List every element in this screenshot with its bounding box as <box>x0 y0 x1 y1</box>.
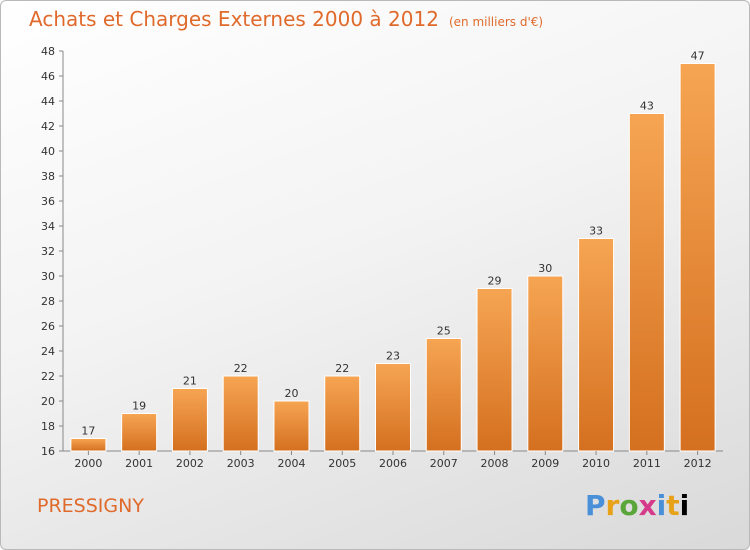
bar-2007 <box>425 338 462 452</box>
y-tick-label: 22 <box>41 370 55 383</box>
y-tick-label: 44 <box>41 95 55 108</box>
x-tick-label-2012: 2012 <box>684 457 712 470</box>
y-tick-label: 20 <box>41 395 55 408</box>
proxiti-logo: Proxiti <box>585 489 690 522</box>
x-tick-label-2006: 2006 <box>379 457 407 470</box>
x-tick-label-2003: 2003 <box>227 457 255 470</box>
bar-2001 <box>121 413 158 452</box>
y-tick-label: 48 <box>41 45 55 58</box>
chart-title: Achats et Charges Externes 2000 à 2012 (e… <box>29 7 543 31</box>
y-tick-label: 38 <box>41 170 55 183</box>
x-tick-label-2004: 2004 <box>277 457 305 470</box>
y-tick-label: 18 <box>41 420 55 433</box>
value-label-2004: 20 <box>284 387 298 400</box>
x-tick-label-2005: 2005 <box>328 457 356 470</box>
x-tick-label-2002: 2002 <box>176 457 204 470</box>
y-tick-label: 28 <box>41 295 55 308</box>
x-tick-label-2008: 2008 <box>481 457 509 470</box>
value-label-2003: 22 <box>234 362 248 375</box>
value-label-2008: 29 <box>488 275 502 288</box>
value-label-2006: 23 <box>386 350 400 363</box>
y-tick-label: 36 <box>41 195 55 208</box>
value-label-2000: 17 <box>81 425 95 438</box>
bar-2003 <box>222 375 259 452</box>
value-label-2011: 43 <box>640 100 654 113</box>
bar-2005 <box>324 375 361 452</box>
title-text: Achats et Charges Externes 2000 à 2012 <box>29 7 439 31</box>
x-tick-label-2010: 2010 <box>582 457 610 470</box>
y-tick-label: 30 <box>41 270 55 283</box>
y-tick-label: 34 <box>41 220 55 233</box>
y-tick-label: 32 <box>41 245 55 258</box>
commune-name: PRESSIGNY <box>37 495 144 517</box>
chart-subtitle: (en milliers d'€) <box>448 15 544 29</box>
bar-2011 <box>628 113 665 452</box>
value-label-2002: 21 <box>183 375 197 388</box>
value-label-2010: 33 <box>589 225 603 238</box>
x-tick-label-2011: 2011 <box>633 457 661 470</box>
x-tick-label-2000: 2000 <box>74 457 102 470</box>
bar-2000 <box>70 438 107 452</box>
value-label-2001: 19 <box>132 400 146 413</box>
x-tick-label-2009: 2009 <box>531 457 559 470</box>
x-tick-label-2007: 2007 <box>430 457 458 470</box>
y-tick-label: 24 <box>41 345 55 358</box>
y-tick-label: 16 <box>41 445 55 458</box>
value-label-2007: 25 <box>437 325 451 338</box>
bar-2004 <box>273 400 310 452</box>
bar-2006 <box>375 363 411 452</box>
bar-2012 <box>679 63 716 452</box>
x-tick-label-2001: 2001 <box>125 457 153 470</box>
bar-2009 <box>527 275 564 452</box>
bar-2002 <box>171 388 208 452</box>
value-label-2009: 30 <box>538 262 552 275</box>
value-label-2005: 22 <box>335 362 349 375</box>
y-tick-label: 42 <box>41 120 55 133</box>
value-label-2012: 47 <box>691 50 705 63</box>
y-tick-label: 26 <box>41 320 55 333</box>
y-tick-label: 46 <box>41 70 55 83</box>
y-tick-label: 40 <box>41 145 55 158</box>
bar-2010 <box>578 238 615 452</box>
bar-2008 <box>476 288 513 452</box>
